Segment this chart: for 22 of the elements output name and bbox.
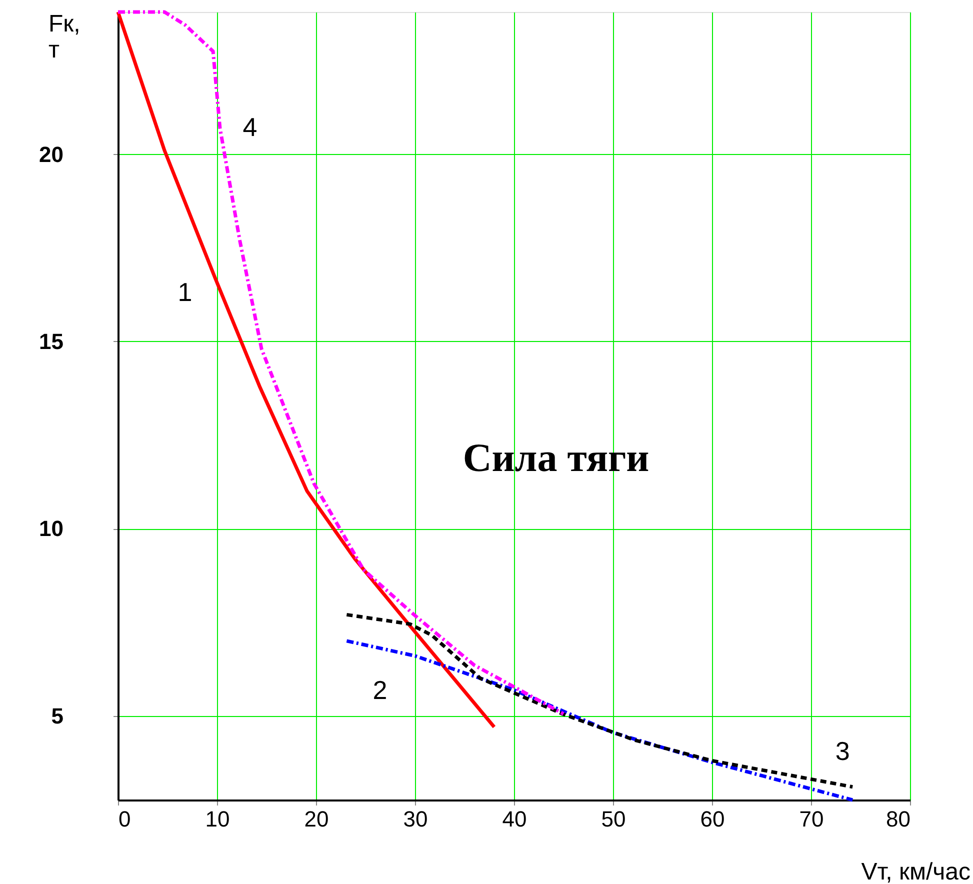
x-tick-label: 30 xyxy=(403,806,428,832)
x-tick-label: 70 xyxy=(799,806,824,832)
x-tick-label: 60 xyxy=(700,806,725,832)
series-label: 2 xyxy=(372,674,388,705)
series-label: 3 xyxy=(835,736,850,766)
x-tick-label: 80 xyxy=(886,806,910,832)
x-tick-label: 40 xyxy=(502,806,527,832)
y-tick-label: 10 xyxy=(39,516,64,542)
line-series xyxy=(116,10,566,716)
x-tick-label: 50 xyxy=(601,806,626,832)
y-tick-label: 5 xyxy=(51,703,64,728)
series-label: 1 xyxy=(178,276,192,307)
line-series xyxy=(344,612,854,789)
y-tick-label: 20 xyxy=(39,142,64,167)
y-axis-title: Fк, т xyxy=(48,10,80,64)
x-tick-label: 20 xyxy=(304,806,329,832)
y-tick-label: 15 xyxy=(39,328,64,354)
line-series xyxy=(344,639,854,802)
series-label: 4 xyxy=(242,112,258,142)
x-tick-label: 0 xyxy=(118,806,131,832)
x-axis-title: Vт, км/час xyxy=(861,858,970,884)
x-tick-label: 10 xyxy=(205,806,230,832)
